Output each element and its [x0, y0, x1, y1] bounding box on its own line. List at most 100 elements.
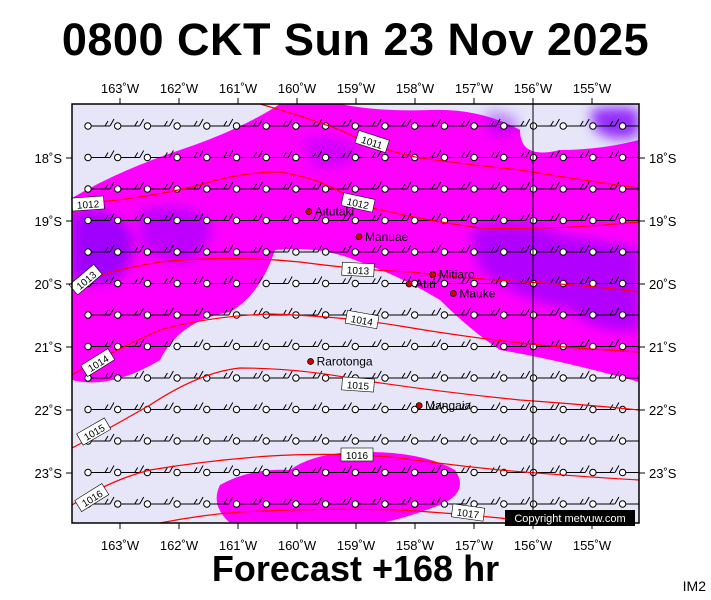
wind-barb	[232, 276, 263, 288]
wind-barb	[203, 276, 234, 288]
wind-barb	[440, 307, 471, 319]
lon-tick-label: 155˚W	[573, 81, 612, 96]
wind-barb	[411, 307, 442, 319]
lon-tick-label: 159˚W	[337, 81, 376, 96]
wind-barb	[440, 402, 471, 414]
lon-tick-label: 159˚W	[337, 538, 376, 553]
wind-barb	[143, 118, 174, 130]
copyright-box: Copyright metvuw.com	[505, 510, 635, 526]
wind-barb	[559, 150, 590, 162]
wind-barb	[292, 465, 323, 477]
wind-barb	[203, 213, 234, 225]
wind-barb	[84, 213, 115, 225]
wind-barb	[232, 465, 263, 477]
wind-barb	[292, 150, 323, 162]
wind-barb	[351, 465, 382, 477]
lat-tick-label: 18˚S	[649, 151, 677, 166]
place-marker	[449, 290, 457, 297]
place-label: Mangaia	[425, 399, 471, 413]
isobar-1011	[259, 104, 639, 189]
lat-tick-label: 22˚S	[649, 403, 677, 418]
wind-barb	[500, 307, 531, 319]
heavy-rain-east	[470, 223, 639, 331]
wind-barb	[470, 433, 501, 445]
wind-barb	[292, 339, 323, 351]
wind-barb	[411, 244, 442, 256]
isobar-1015	[72, 367, 639, 449]
wind-barb	[618, 374, 639, 382]
wind-barb	[232, 181, 263, 193]
wind-barb	[470, 370, 501, 382]
wind-barb	[321, 276, 353, 288]
wind-barb	[440, 339, 471, 351]
wind-barb	[411, 181, 442, 193]
wind-barb	[618, 500, 639, 508]
wind-barb	[114, 150, 145, 162]
wind-barb	[114, 339, 145, 351]
wind-barb	[529, 118, 560, 130]
wind-barb	[262, 339, 293, 351]
wind-barb	[292, 276, 323, 288]
wind-barb	[559, 276, 590, 288]
wind-barb	[500, 244, 531, 256]
wind-barb	[351, 118, 382, 130]
wind-barb	[529, 307, 560, 319]
wind-barb	[84, 307, 115, 319]
latitude-ticks: 18˚S 18˚S 19˚S 19˚S 20˚S 20˚S 21˚S 21˚S 22˚S 22˚S…	[35, 151, 677, 481]
wind-barb	[143, 433, 174, 445]
wind-barb	[262, 276, 293, 288]
wind-barb	[143, 496, 174, 508]
place-label: Mitiaro	[439, 268, 475, 282]
wind-barb	[292, 433, 323, 445]
wind-barb	[292, 244, 323, 256]
wind-barb	[381, 433, 412, 445]
wind-barb	[589, 276, 620, 288]
wind-barb	[411, 465, 442, 477]
wind-barb	[500, 433, 531, 445]
lon-tick-label: 161˚W	[219, 81, 258, 96]
wind-barb	[351, 150, 382, 162]
lat-tick-label: 22˚S	[35, 403, 63, 418]
lon-tick-label: 162˚W	[160, 81, 199, 96]
lon-tick-label: 158˚W	[396, 81, 435, 96]
place-label: Mauke	[459, 286, 495, 300]
wind-barb	[203, 339, 234, 351]
wind-barb	[173, 276, 204, 288]
lon-tick-label: 156˚W	[514, 538, 553, 553]
wind-barb	[173, 150, 204, 162]
wind-barb	[411, 433, 442, 445]
wind-barb	[173, 244, 204, 256]
wind-barb	[381, 181, 412, 193]
wind-barb	[292, 370, 323, 382]
wind-barb	[500, 181, 531, 193]
wind-barb	[321, 402, 353, 414]
wind-barb	[440, 433, 471, 445]
wind-barb	[262, 370, 293, 382]
wind-barb	[589, 307, 620, 319]
wind-barb	[173, 370, 204, 382]
place-marker	[429, 271, 437, 278]
wind-barb	[381, 118, 412, 130]
wind-barb	[262, 465, 293, 477]
wind-barb	[381, 370, 412, 382]
wind-barb	[143, 370, 174, 382]
wind-barb	[440, 118, 471, 130]
wind-barb	[559, 118, 590, 130]
lat-tick-label: 19˚S	[35, 214, 63, 229]
wind-barb	[470, 118, 501, 130]
copyright-text: Copyright metvuw.com	[514, 513, 625, 525]
wind-barb	[84, 118, 115, 130]
wind-barb	[262, 213, 293, 225]
wind-barb	[500, 402, 531, 414]
wind-barb	[411, 496, 442, 508]
wind-barb	[500, 339, 531, 351]
wind-barb	[262, 433, 293, 445]
isobar-label: 1017	[456, 507, 480, 521]
wind-barb	[351, 402, 382, 414]
forecast-label: Forecast +168 hr	[211, 548, 500, 589]
lon-tick-label: 163˚W	[101, 81, 140, 96]
wind-barb	[232, 150, 263, 162]
wind-barb	[381, 496, 412, 508]
wind-barb	[114, 496, 145, 508]
